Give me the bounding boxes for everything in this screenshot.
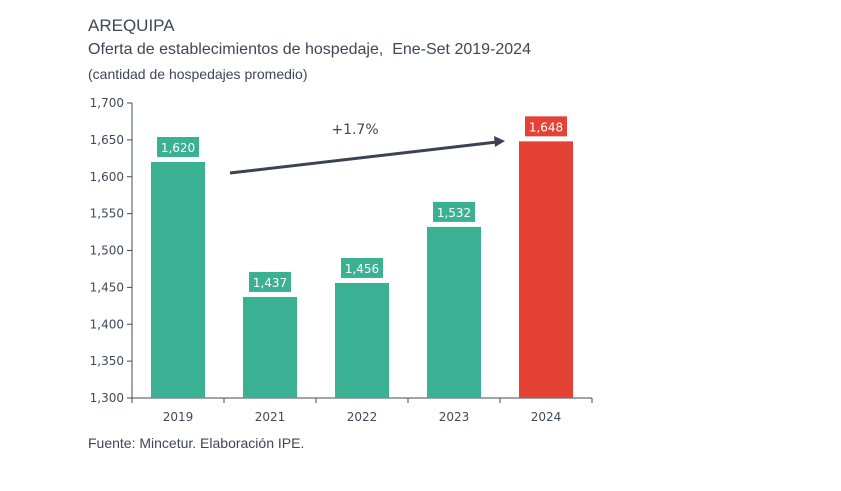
x-tick-label: 2023 bbox=[439, 410, 470, 424]
y-axis: 1,300 1,350 1,400 1,450 1,500 1,550 1,600 1,650… bbox=[90, 96, 133, 405]
bar-2019 bbox=[151, 162, 205, 398]
arrow-head-icon bbox=[494, 136, 505, 147]
data-label: 1,532 bbox=[437, 206, 471, 220]
y-tick-label: 1,300 bbox=[90, 391, 124, 405]
unit-note: (cantidad de hospedajes promedio) bbox=[88, 66, 308, 82]
data-label-box bbox=[341, 257, 383, 278]
bar-2022 bbox=[335, 282, 389, 398]
chart-region-title: AREQUIPA bbox=[88, 16, 175, 35]
x-tick-label: 2022 bbox=[347, 410, 378, 424]
data-label-box bbox=[249, 271, 291, 292]
data-label: 1,648 bbox=[529, 120, 563, 134]
data-label: 1,437 bbox=[253, 276, 287, 290]
x-axis: 2019 2021 2022 2023 2024 bbox=[131, 397, 593, 424]
source-note: Fuente: Mincetur. Elaboración IPE. bbox=[88, 435, 305, 451]
data-label: 1,620 bbox=[161, 141, 195, 155]
bar-2023 bbox=[427, 226, 481, 398]
growth-arrow-line bbox=[229, 140, 498, 175]
y-tick-label: 1,650 bbox=[90, 133, 124, 147]
y-tick-label: 1,700 bbox=[90, 96, 124, 110]
bar-2021 bbox=[243, 296, 297, 398]
data-label-box bbox=[433, 201, 475, 222]
growth-annotation: +1.7% bbox=[229, 122, 505, 175]
chart-title: Oferta de establecimientos de hospedaje,… bbox=[88, 41, 531, 58]
y-tick-label: 1,600 bbox=[90, 170, 124, 184]
y-tick-label: 1,500 bbox=[90, 244, 124, 258]
x-tick-label: 2019 bbox=[163, 410, 194, 424]
y-tick-label: 1,350 bbox=[90, 354, 124, 368]
x-tick-label: 2024 bbox=[531, 410, 562, 424]
bar-2024 bbox=[519, 141, 573, 398]
y-tick-label: 1,400 bbox=[90, 317, 124, 331]
growth-label: +1.7% bbox=[331, 122, 378, 138]
y-tick-label: 1,450 bbox=[90, 280, 124, 294]
y-tick-label: 1,550 bbox=[90, 207, 124, 221]
bars: 1,620 1,437 1,456 1,532 1,648 bbox=[151, 116, 573, 398]
data-label-box bbox=[157, 137, 199, 157]
x-tick-label: 2021 bbox=[255, 410, 286, 424]
data-label-box bbox=[525, 116, 567, 137]
data-label: 1,456 bbox=[345, 262, 379, 276]
